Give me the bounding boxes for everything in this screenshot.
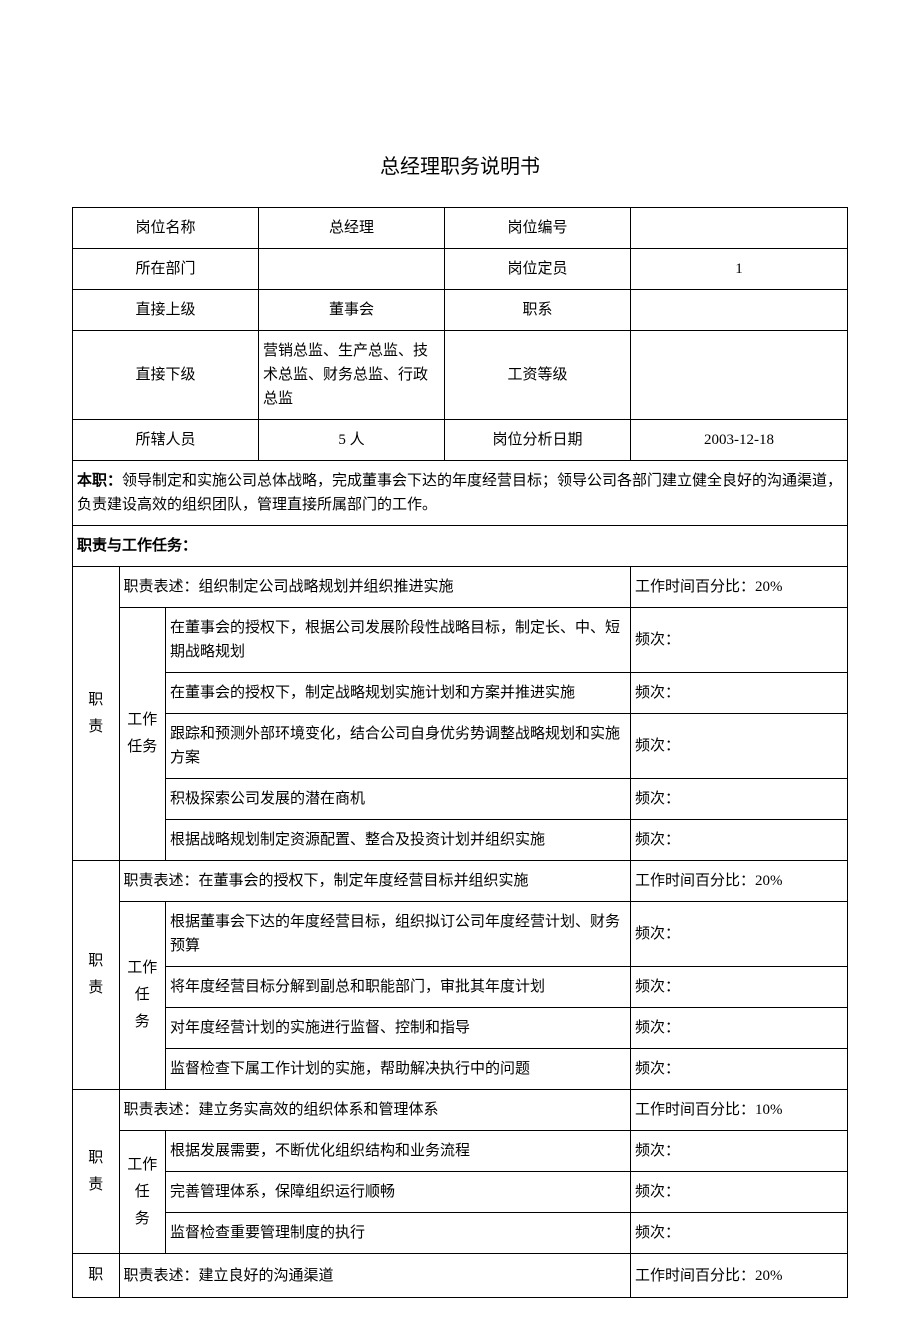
main-duty-text: 领导制定和实施公司总体战略，完成董事会下达的年度经营目标；领导公司各部门建立健全…: [77, 473, 842, 513]
label-salary-grade: 工资等级: [445, 331, 631, 420]
freq-2-1: 频次：: [631, 902, 848, 967]
label-reports-to: 直接上级: [73, 290, 259, 331]
value-headcount: 1: [631, 249, 848, 290]
freq-1-4: 频次：: [631, 779, 848, 820]
freq-1-5: 频次：: [631, 820, 848, 861]
task-label-3: 工作任务: [119, 1131, 166, 1254]
freq-2-3: 频次：: [631, 1008, 848, 1049]
freq-3-2: 频次：: [631, 1172, 848, 1213]
value-position-code: [631, 208, 848, 249]
duty-label-1: 职责: [73, 567, 120, 861]
value-analysis-date: 2003-12-18: [631, 420, 848, 461]
duty-desc-4: 职责表述：建立良好的沟通渠道: [119, 1254, 631, 1298]
duty-timepct-4: 工作时间百分比：20%: [631, 1254, 848, 1298]
label-position-code: 岗位编号: [445, 208, 631, 249]
value-salary-grade: [631, 331, 848, 420]
freq-3-3: 频次：: [631, 1213, 848, 1254]
value-position-name: 总经理: [259, 208, 445, 249]
main-duty-cell: 本职：领导制定和实施公司总体战略，完成董事会下达的年度经营目标；领导公司各部门建…: [73, 461, 848, 526]
label-job-family: 职系: [445, 290, 631, 331]
task-3-2: 完善管理体系，保障组织运行顺畅: [166, 1172, 631, 1213]
duty-timepct-3: 工作时间百分比：10%: [631, 1090, 848, 1131]
duty-label-4: 职: [73, 1254, 120, 1298]
duty-label-2: 职责: [73, 861, 120, 1090]
duty-timepct-1: 工作时间百分比：20%: [631, 567, 848, 608]
task-1-3: 跟踪和预测外部环境变化，结合公司自身优劣势调整战略规划和实施方案: [166, 714, 631, 779]
main-duty-label: 本职：: [77, 473, 122, 489]
task-1-2: 在董事会的授权下，制定战略规划实施计划和方案并推进实施: [166, 673, 631, 714]
label-direct-reports: 直接下级: [73, 331, 259, 420]
duty-desc-2: 职责表述：在董事会的授权下，制定年度经营目标并组织实施: [119, 861, 631, 902]
task-2-4: 监督检查下属工作计划的实施，帮助解决执行中的问题: [166, 1049, 631, 1090]
task-3-3: 监督检查重要管理制度的执行: [166, 1213, 631, 1254]
label-headcount: 岗位定员: [445, 249, 631, 290]
job-description-table: 岗位名称 总经理 岗位编号 所在部门 岗位定员 1 直接上级 董事会 职系 直接…: [72, 207, 848, 1298]
freq-1-1: 频次：: [631, 608, 848, 673]
task-2-3: 对年度经营计划的实施进行监督、控制和指导: [166, 1008, 631, 1049]
freq-1-3: 频次：: [631, 714, 848, 779]
duty-label-3: 职责: [73, 1090, 120, 1254]
duty-desc-3: 职责表述：建立务实高效的组织体系和管理体系: [119, 1090, 631, 1131]
value-direct-reports: 营销总监、生产总监、技术总监、财务总监、行政总监: [259, 331, 445, 420]
duties-header: 职责与工作任务：: [73, 526, 848, 567]
task-3-1: 根据发展需要，不断优化组织结构和业务流程: [166, 1131, 631, 1172]
freq-2-4: 频次：: [631, 1049, 848, 1090]
task-1-4: 积极探索公司发展的潜在商机: [166, 779, 631, 820]
value-staff: 5 人: [259, 420, 445, 461]
value-department: [259, 249, 445, 290]
label-analysis-date: 岗位分析日期: [445, 420, 631, 461]
freq-3-1: 频次：: [631, 1131, 848, 1172]
task-2-2: 将年度经营目标分解到副总和职能部门，审批其年度计划: [166, 967, 631, 1008]
task-2-1: 根据董事会下达的年度经营目标，组织拟订公司年度经营计划、财务预算: [166, 902, 631, 967]
freq-2-2: 频次：: [631, 967, 848, 1008]
duty-timepct-2: 工作时间百分比：20%: [631, 861, 848, 902]
page-title: 总经理职务说明书: [72, 150, 848, 179]
freq-1-2: 频次：: [631, 673, 848, 714]
label-staff: 所辖人员: [73, 420, 259, 461]
task-1-1: 在董事会的授权下，根据公司发展阶段性战略目标，制定长、中、短期战略规划: [166, 608, 631, 673]
duty-desc-1: 职责表述：组织制定公司战略规划并组织推进实施: [119, 567, 631, 608]
value-reports-to: 董事会: [259, 290, 445, 331]
task-label-1: 工作任务: [119, 608, 166, 861]
task-label-2: 工作任务: [119, 902, 166, 1090]
value-job-family: [631, 290, 848, 331]
label-department: 所在部门: [73, 249, 259, 290]
label-position-name: 岗位名称: [73, 208, 259, 249]
task-1-5: 根据战略规划制定资源配置、整合及投资计划并组织实施: [166, 820, 631, 861]
